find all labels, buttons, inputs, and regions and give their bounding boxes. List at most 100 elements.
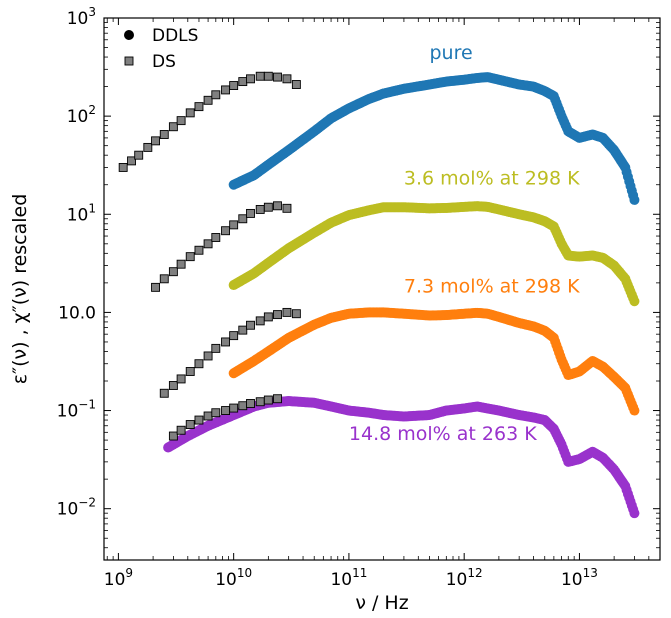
y-axis-label: ε″(ν) , χ″(ν) rescaled	[9, 194, 31, 385]
ds-point	[238, 401, 248, 411]
series-ds-5	[151, 201, 292, 292]
ds-point	[282, 307, 292, 317]
ds-point	[229, 331, 239, 341]
ds-point	[168, 381, 178, 390]
ds-point	[221, 226, 230, 236]
ds-point	[246, 399, 255, 408]
x-tick-label: 1010	[215, 566, 252, 590]
ds-point	[246, 74, 255, 84]
ddls-point	[629, 508, 640, 519]
ds-point	[282, 203, 292, 213]
series-ddls-3	[163, 396, 640, 519]
ds-point	[194, 359, 204, 369]
ds-point	[238, 325, 248, 335]
ds-point	[151, 136, 160, 146]
series-ds-6	[159, 307, 301, 398]
series-annotation: 7.3 mol% at 298 K	[404, 275, 580, 297]
ds-point	[263, 395, 273, 405]
tick-layer: 109 1010 1011 1012 1013 10−2 10−1 10.0 101 102 103	[57, 5, 661, 590]
ds-point	[221, 85, 230, 95]
legend-label: DS	[152, 52, 176, 72]
ddls-point	[629, 405, 640, 416]
ds-point	[211, 90, 221, 100]
ds-point	[229, 403, 239, 413]
ds-point	[211, 233, 221, 242]
ds-point	[194, 102, 204, 112]
ds-point	[263, 312, 273, 322]
ds-point	[185, 252, 195, 262]
ds-point	[134, 150, 144, 160]
ds-point	[273, 310, 282, 320]
ds-point	[291, 309, 301, 319]
series-annotation: 14.8 mol% at 263 K	[349, 423, 537, 445]
legend-marker-square	[124, 56, 134, 66]
y-tick-label: 10−1	[57, 398, 96, 422]
x-tick-label: 1013	[561, 566, 598, 590]
ds-point	[176, 116, 186, 126]
y-tick-label: 101	[67, 201, 96, 225]
ddls-point	[629, 194, 640, 205]
ds-point	[185, 420, 195, 429]
series-ddls-1	[228, 201, 640, 307]
marks-layer	[118, 71, 640, 519]
ds-point	[255, 316, 265, 326]
ds-point	[229, 220, 239, 230]
y-tick-label: 103	[67, 5, 96, 29]
ds-point	[203, 239, 213, 249]
ds-point	[176, 259, 186, 269]
ds-point	[282, 74, 292, 84]
ds-point	[194, 415, 204, 425]
legend-marker-circle	[124, 30, 134, 40]
ds-point	[118, 163, 128, 172]
ds-point	[203, 411, 213, 421]
ds-point	[246, 320, 255, 330]
ds-point	[176, 374, 186, 384]
ds-point	[159, 130, 169, 139]
legend-label: DDLS	[152, 26, 198, 46]
ds-point	[151, 282, 160, 292]
ds-point	[255, 204, 265, 214]
series-ddls-2	[228, 307, 640, 416]
series-ddls-0	[228, 72, 640, 205]
annotation-layer: pure 3.6 mol% at 298 K 7.3 mol% at 298 K 14…	[349, 42, 580, 445]
series-annotation: pure	[429, 42, 472, 64]
ds-point	[176, 425, 186, 435]
ds-point	[238, 77, 248, 87]
ds-point	[211, 408, 221, 418]
ds-point	[159, 274, 169, 284]
ds-point	[127, 156, 136, 166]
ds-point	[185, 367, 195, 376]
ds-point	[168, 267, 178, 277]
ds-point	[238, 214, 248, 224]
y-tick-label: 10−2	[57, 496, 96, 520]
x-tick-label: 1011	[330, 566, 367, 590]
ds-point	[203, 351, 213, 361]
ds-point	[203, 95, 213, 105]
ds-point	[273, 72, 282, 82]
ds-point	[263, 202, 273, 212]
ds-point	[255, 71, 265, 81]
y-tick-label: 10.0	[58, 303, 96, 323]
series-ds-7	[168, 394, 282, 441]
ds-point	[211, 343, 221, 353]
ds-point	[263, 71, 273, 81]
ds-point	[168, 122, 178, 132]
x-tick-label: 1012	[446, 566, 483, 590]
series-ds-4	[118, 71, 301, 172]
ds-point	[229, 81, 239, 90]
ddls-point	[629, 296, 640, 307]
legend: DDLS DS	[124, 26, 198, 72]
ds-point	[273, 394, 282, 404]
ds-point	[143, 142, 153, 152]
ds-point	[221, 337, 230, 347]
ds-point	[273, 201, 282, 211]
ds-point	[255, 397, 265, 407]
x-tick-label: 109	[104, 566, 133, 590]
ds-point	[246, 208, 255, 218]
ds-point	[291, 80, 301, 89]
ds-point	[194, 245, 204, 255]
plot-frame	[103, 17, 661, 561]
y-tick-label: 102	[67, 103, 96, 127]
ds-point	[221, 406, 230, 415]
